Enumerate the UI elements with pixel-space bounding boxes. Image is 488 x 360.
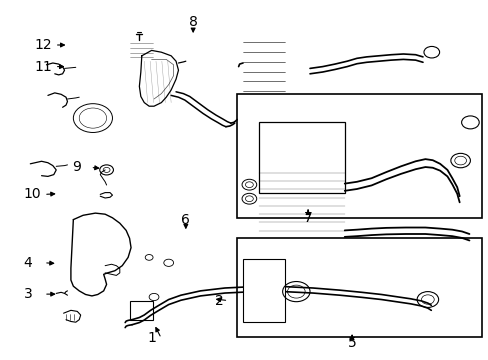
Bar [237,94,481,218]
Bar [259,122,344,193]
Text: 3: 3 [23,287,32,301]
Text: 10: 10 [23,188,41,201]
Text: 11: 11 [34,60,52,73]
Text: 1: 1 [147,332,156,345]
Bar [129,301,153,320]
Text: 12: 12 [34,38,52,52]
Text: 6: 6 [181,213,190,226]
Text: 8: 8 [188,15,197,28]
Text: 9: 9 [72,161,81,174]
Text: 2: 2 [215,294,224,307]
Text: 4: 4 [23,256,32,270]
Bar [243,259,284,322]
Text: 7: 7 [303,211,312,225]
Text: 5: 5 [347,336,356,350]
Bar [237,238,481,337]
